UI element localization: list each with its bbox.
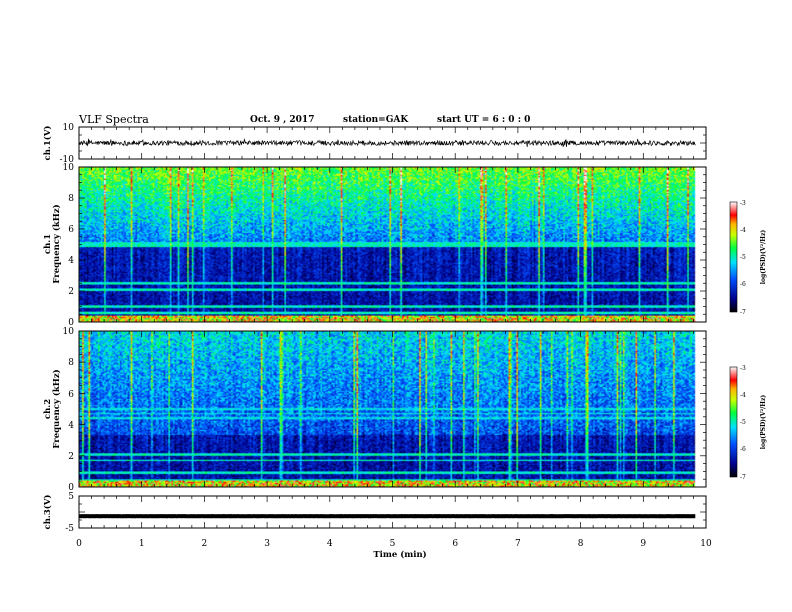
ch1-spectrogram-panel: 0 2 4 6 8 10 ch.1 Frequency (kHz) -3 -4 … [43, 163, 767, 328]
ch2-ytick-10: 10 [63, 327, 75, 337]
axis-ticks [78, 126, 707, 529]
x-tick-label-9: 9 [640, 539, 646, 549]
x-tick-label-8: 8 [578, 539, 584, 549]
x-tick-labels: 0 1 2 3 4 5 6 7 8 9 10 [76, 539, 712, 549]
chart-title: VLF Spectra [79, 113, 149, 126]
ch1-ytick-4: 4 [68, 256, 74, 266]
ch2-ylabel-channel: ch.2 [43, 399, 53, 419]
ch2-ytick-8: 8 [68, 358, 74, 368]
ch2-cb-tick-7: -7 [740, 474, 746, 481]
ch1-ytick-top: 10 [63, 123, 75, 133]
ch1-cb-tick-4: -4 [740, 227, 746, 234]
ch2-ytick-4: 4 [68, 421, 74, 431]
ch2-colorbar [729, 366, 738, 478]
ch2-cb-tick-6: -6 [740, 446, 746, 453]
ch1-ylabel-frequency: Frequency (kHz) [51, 204, 62, 283]
ch1-waveform-line [78, 138, 696, 148]
ch1-cb-tick-5: -5 [740, 254, 746, 261]
ch1-ytick-bottom: -10 [60, 155, 75, 165]
ch1-colorbar [729, 201, 738, 313]
x-axis-label: Time (min) [373, 549, 426, 560]
ch3-ylabel: ch.3(V) [42, 495, 53, 530]
ch1-ytick-2: 2 [68, 287, 74, 297]
ch3-ytick-bottom: -5 [65, 524, 74, 534]
ch2-ytick-0: 0 [68, 483, 74, 493]
x-tick-label-1: 1 [139, 539, 145, 549]
ch1-ytick-10: 10 [63, 163, 75, 173]
x-tick-label-6: 6 [452, 539, 458, 549]
date-label: Oct. 9 , 2017 [250, 115, 315, 125]
ch1-cb-tick-7: -7 [740, 309, 746, 316]
start-ut-label: start UT = 6 : 0 : 0 [437, 115, 531, 125]
x-tick-label-7: 7 [515, 539, 521, 549]
ch2-colorbar-label: log(PSD)(V²/Hz) [760, 395, 767, 450]
x-tick-label-0: 0 [76, 539, 82, 549]
ch2-cb-tick-5: -5 [740, 419, 746, 426]
ch2-cb-tick-3: -3 [740, 365, 746, 372]
ch1-ytick-6: 6 [68, 225, 74, 235]
station-label: station=GAK [343, 115, 409, 125]
x-tick-label-5: 5 [390, 539, 396, 549]
ch2-ytick-6: 6 [68, 390, 74, 400]
x-tick-label-10: 10 [700, 539, 712, 549]
ch2-cb-tick-4: -4 [740, 392, 746, 399]
ch2-ytick-2: 2 [68, 452, 74, 462]
ch1-cb-tick-3: -3 [740, 200, 746, 207]
ch1-ylabel-channel: ch.1 [43, 234, 53, 254]
ch1-spectrogram-image [79, 167, 706, 322]
ch1-cb-tick-6: -6 [740, 281, 746, 288]
ch1-ytick-0: 0 [68, 318, 74, 328]
ch2-spectrogram-panel: 0 2 4 6 8 10 ch.2 Frequency (kHz) -3 -4 … [43, 327, 767, 493]
ch2-spectrogram-image [79, 331, 706, 487]
x-tick-label-3: 3 [264, 539, 270, 549]
ch1-colorbar-label: log(PSD)(V²/Hz) [760, 230, 767, 285]
ch1-ytick-8: 8 [68, 194, 74, 204]
ch3-ytick-top: 5 [68, 492, 74, 502]
x-tick-label-2: 2 [202, 539, 208, 549]
ch2-ylabel-frequency: Frequency (kHz) [51, 369, 62, 448]
x-tick-label-4: 4 [327, 539, 333, 549]
ch1-ylabel: ch.1(V) [42, 126, 53, 161]
